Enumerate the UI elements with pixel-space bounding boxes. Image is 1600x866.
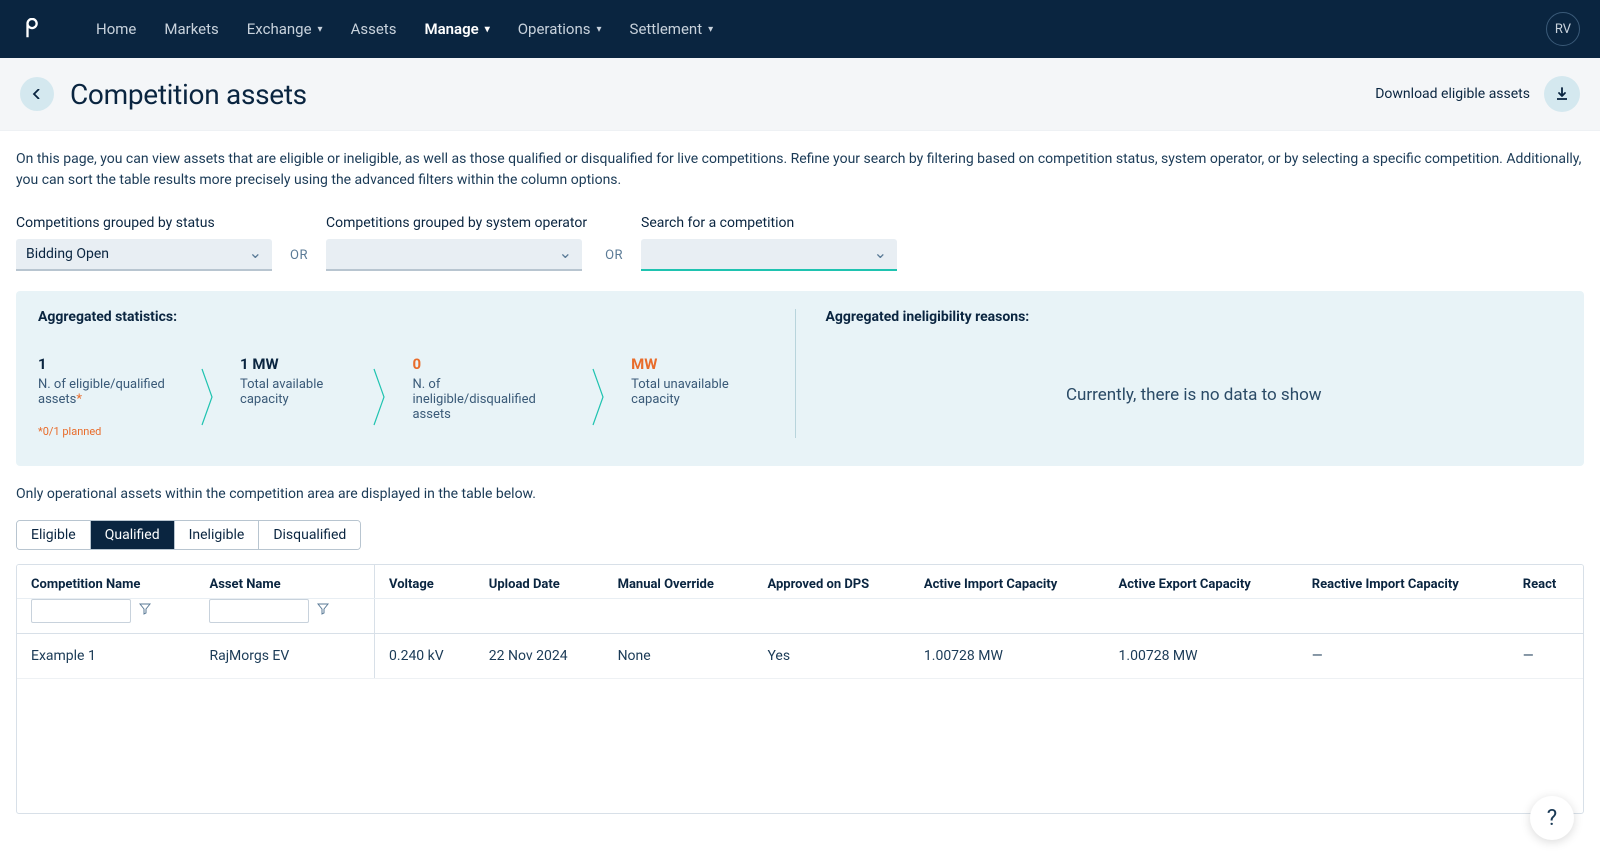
filter-status-select[interactable]: Bidding Open [16,239,272,271]
table-note: Only operational assets within the compe… [16,486,1584,502]
stat-separator [372,355,386,438]
help-button[interactable]: ? [1530,796,1574,840]
nav-item-label: Markets [164,20,218,38]
stat-value: 1 [38,355,170,373]
stat-item: 1 N. of eligible/qualified assets* *0/1 pl… [38,355,200,438]
nav-item-label: Home [96,20,136,38]
filters-row: Competitions grouped by status Bidding O… [16,215,1584,271]
table-header[interactable]: Manual Override [604,565,754,599]
stat-separator [591,355,605,438]
filter-operator-label: Competitions grouped by system operator [326,215,587,231]
table-row[interactable]: Example 1RajMorgs EV0.240 kV22 Nov 2024N… [17,634,1583,679]
table-header[interactable]: Voltage [375,565,475,599]
table-container: Competition NameAsset NameVoltageUpload … [16,564,1584,814]
table-cell: 1.00728 MW [1105,634,1298,679]
filter-icon[interactable] [139,603,151,619]
stats-panel: Aggregated statistics: 1 N. of eligible/q… [16,291,1584,466]
table-cell: None [604,634,754,679]
filter-operator-select[interactable] [326,239,582,271]
no-data-message: Currently, there is no data to show [826,355,1563,435]
stats-right-title: Aggregated ineligibility reasons: [826,309,1563,325]
table-cell: Example 1 [17,634,195,679]
tab-qualified[interactable]: Qualified [91,521,175,549]
column-filter-input[interactable] [209,599,309,623]
column-filter-input[interactable] [31,599,131,623]
chevron-down-icon: ▾ [318,24,323,35]
nav-item-exchange[interactable]: Exchange ▾ [247,20,323,38]
nav-item-settlement[interactable]: Settlement ▾ [630,20,714,38]
tabs: EligibleQualifiedIneligibleDisqualified [16,520,361,550]
table-header[interactable]: Competition Name [17,565,195,599]
table-cell: 0.240 kV [375,634,475,679]
logo[interactable] [20,16,46,42]
table-header[interactable]: Upload Date [475,565,604,599]
table-header[interactable]: Reactive Import Capacity [1298,565,1509,599]
nav-items: HomeMarketsExchange▾AssetsManage▾Operati… [96,20,713,38]
download-eligible-link[interactable]: Download eligible assets [1375,86,1530,102]
table-header[interactable]: React [1509,565,1583,599]
user-avatar[interactable]: RV [1546,12,1580,46]
page-header: Competition assets Download eligible ass… [0,58,1600,131]
or-separator: OR [605,248,623,271]
stat-value: 0 [412,355,561,373]
stat-label: Total unavailable capacity [631,377,744,407]
chevron-down-icon: ▾ [597,24,602,35]
table-cell: RajMorgs EV [195,634,374,679]
or-separator: OR [290,248,308,271]
stat-value: MW [631,355,744,373]
stat-item: 1 MW Total available capacity [214,355,372,438]
download-button[interactable] [1544,76,1580,112]
filter-icon[interactable] [317,603,329,619]
nav-item-label: Settlement [630,20,703,38]
tab-disqualified[interactable]: Disqualified [259,521,360,549]
stat-label: N. of eligible/qualified assets* [38,377,170,407]
table-header[interactable]: Active Import Capacity [910,565,1105,599]
table-cell: 1.00728 MW [910,634,1105,679]
page-title: Competition assets [70,78,307,111]
nav-item-manage[interactable]: Manage ▾ [424,20,489,38]
filter-search-select[interactable] [641,239,897,271]
filter-status-value: Bidding Open [26,246,109,262]
table-cell: — [1298,634,1509,679]
tab-ineligible[interactable]: Ineligible [175,521,260,549]
nav-item-label: Manage [424,20,478,38]
table-cell: — [1509,634,1583,679]
top-nav: HomeMarketsExchange▾AssetsManage▾Operati… [0,0,1600,58]
filter-search-label: Search for a competition [641,215,897,231]
nav-item-assets[interactable]: Assets [351,20,397,38]
stat-item: 0 N. of ineligible/disqualified assets [386,355,591,438]
stat-separator [200,355,214,438]
stat-label: N. of ineligible/disqualified assets [412,377,561,422]
nav-item-label: Exchange [247,20,312,38]
back-button[interactable] [20,77,54,111]
table-header[interactable]: Asset Name [195,565,374,599]
stat-footnote: *0/1 planned [38,425,170,438]
table-header[interactable]: Approved on DPS [753,565,909,599]
assets-table: Competition NameAsset NameVoltageUpload … [17,565,1583,679]
stat-value: 1 MW [240,355,342,373]
table-cell: Yes [753,634,909,679]
nav-item-markets[interactable]: Markets [164,20,218,38]
chevron-down-icon: ▾ [708,24,713,35]
chevron-down-icon: ▾ [485,24,490,35]
intro-text: On this page, you can view assets that a… [16,149,1584,191]
filter-status-label: Competitions grouped by status [16,215,272,231]
nav-item-label: Operations [518,20,591,38]
table-cell: 22 Nov 2024 [475,634,604,679]
nav-item-operations[interactable]: Operations ▾ [518,20,602,38]
tab-eligible[interactable]: Eligible [17,521,91,549]
nav-item-home[interactable]: Home [96,20,136,38]
stat-item: MW Total unavailable capacity [605,355,774,438]
stats-left-title: Aggregated statistics: [38,309,775,325]
table-header[interactable]: Active Export Capacity [1105,565,1298,599]
nav-item-label: Assets [351,20,397,38]
stat-label: Total available capacity [240,377,342,407]
